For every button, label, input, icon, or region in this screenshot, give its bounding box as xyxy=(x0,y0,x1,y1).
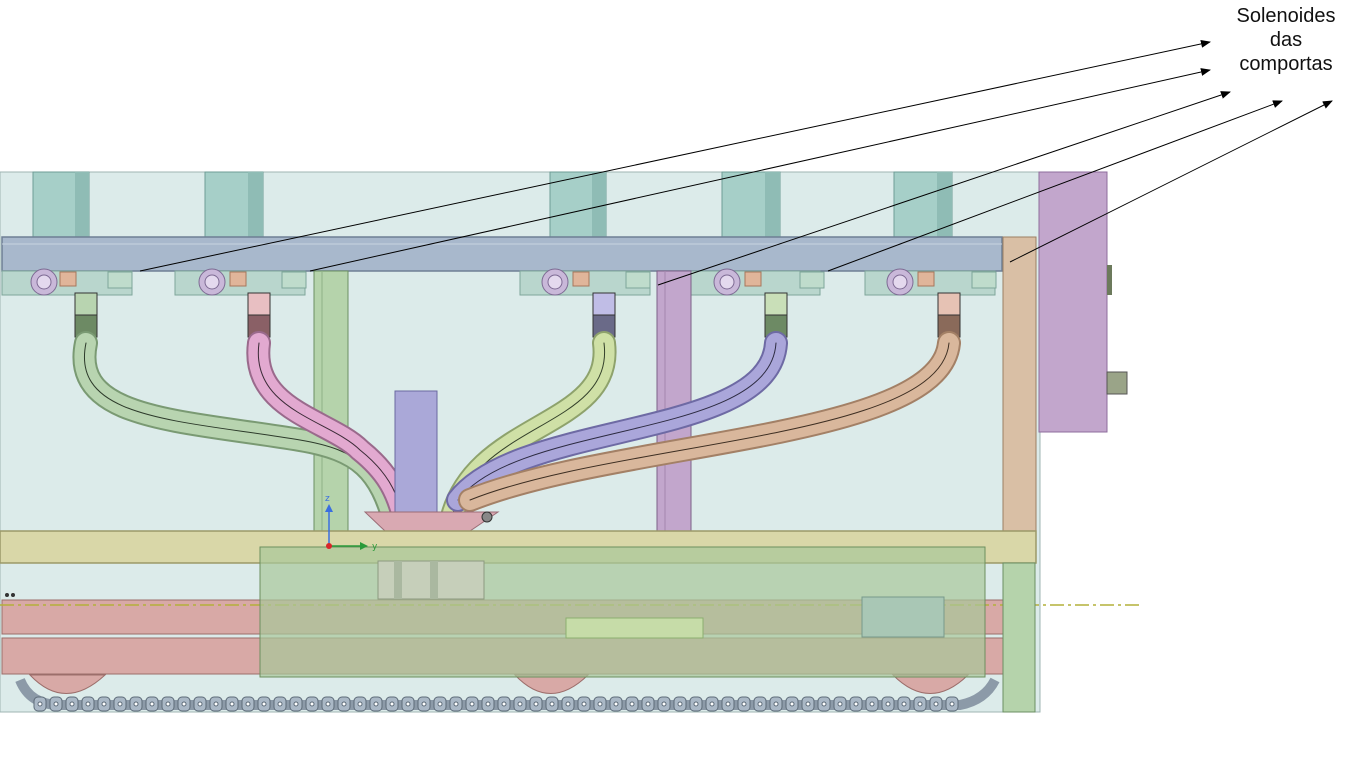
chain-pin xyxy=(533,701,539,707)
chain-pin xyxy=(133,701,139,707)
annotation-line-1: Solenoides xyxy=(1236,5,1336,27)
chain-pin xyxy=(629,701,635,707)
chain-pin xyxy=(469,701,475,707)
chain-pin xyxy=(565,701,571,707)
chain-pin xyxy=(709,701,715,707)
chain-pin xyxy=(757,701,763,707)
green-post xyxy=(313,270,349,532)
chain-pin xyxy=(613,701,619,707)
leader-arrow-4 xyxy=(827,100,1283,272)
chain-pin xyxy=(357,701,363,707)
chain-pin xyxy=(261,701,267,707)
leader-arrow-1 xyxy=(139,39,1211,272)
chain-pin xyxy=(149,701,155,707)
solenoids xyxy=(74,292,961,338)
chain-pin xyxy=(869,701,875,707)
chain-pin xyxy=(165,701,171,707)
chain-pin xyxy=(197,701,203,707)
chain-pin xyxy=(293,701,299,707)
chain-pin xyxy=(69,701,75,707)
chain-pin xyxy=(661,701,667,707)
chain-pin xyxy=(581,701,587,707)
chain-pin xyxy=(421,701,427,707)
chain-pin xyxy=(37,701,43,707)
chain-pin xyxy=(741,701,747,707)
cylinders xyxy=(32,171,953,239)
translucent-housing xyxy=(259,546,986,678)
chain-pin xyxy=(229,701,235,707)
top-beam xyxy=(1,236,1003,272)
chain-pin xyxy=(597,701,603,707)
annotation-arrows xyxy=(139,39,1333,286)
electrical-enclosure xyxy=(1038,171,1128,433)
marker-dot xyxy=(5,593,9,597)
chain-pin xyxy=(437,701,443,707)
chain-pin xyxy=(933,701,939,707)
leader-arrow-2 xyxy=(309,68,1211,272)
central-distributor xyxy=(363,390,500,532)
axis-y-label: y xyxy=(372,542,378,552)
chain-pin xyxy=(917,701,923,707)
chain-pin xyxy=(405,701,411,707)
track-chain xyxy=(15,677,1000,712)
leader-arrow-5 xyxy=(1009,100,1333,263)
leader-arrow-3 xyxy=(657,91,1231,286)
chain-pin xyxy=(645,701,651,707)
annotation-line-2: das xyxy=(1269,29,1303,51)
purple-post xyxy=(656,270,692,532)
chain-pin xyxy=(773,701,779,707)
chain-pin xyxy=(677,701,683,707)
chain-pin xyxy=(837,701,843,707)
valve-assemblies xyxy=(1,268,997,296)
chain-pin xyxy=(949,701,955,707)
chain-pin xyxy=(117,701,123,707)
chain-pin xyxy=(453,701,459,707)
axis-z-label: z xyxy=(325,494,330,504)
chain-pin xyxy=(245,701,251,707)
chain-pin xyxy=(789,701,795,707)
chain-pin xyxy=(85,701,91,707)
chain-pin xyxy=(853,701,859,707)
chain-pin xyxy=(821,701,827,707)
solenoid-annotation-label: Solenoides das comportas xyxy=(1218,4,1353,76)
chain-pin xyxy=(213,701,219,707)
chain-pin xyxy=(517,701,523,707)
chain-pin xyxy=(885,701,891,707)
chain-pin xyxy=(501,701,507,707)
chain-pin xyxy=(725,701,731,707)
chain-pin xyxy=(901,701,907,707)
chain-pin xyxy=(101,701,107,707)
tan-post xyxy=(1002,236,1037,532)
chain-pin xyxy=(53,701,59,707)
chain-pin xyxy=(549,701,555,707)
annotation-line-3: comportas xyxy=(1239,53,1333,75)
chain-pin xyxy=(805,701,811,707)
chain-pin xyxy=(309,701,315,707)
marker-dot xyxy=(11,593,15,597)
chain-pin xyxy=(485,701,491,707)
sprockets xyxy=(28,674,970,694)
chain-pin xyxy=(373,701,379,707)
coordinate-triad: z y xyxy=(325,494,378,552)
chain-pin xyxy=(341,701,347,707)
chain-pin xyxy=(389,701,395,707)
chain-pin xyxy=(325,701,331,707)
chain-pin xyxy=(693,701,699,707)
right-lower-post xyxy=(1002,562,1036,713)
chain-pin xyxy=(181,701,187,707)
chain-pin xyxy=(277,701,283,707)
